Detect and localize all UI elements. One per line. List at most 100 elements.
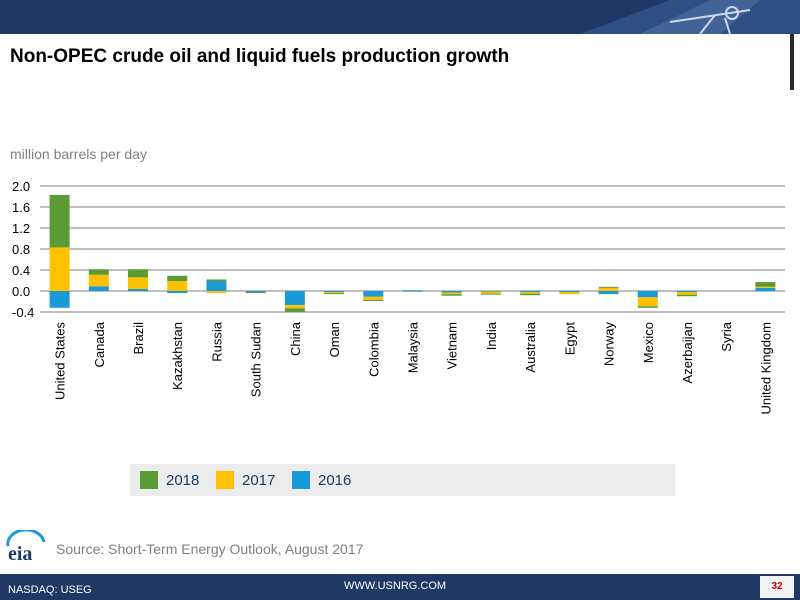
bar-2016 <box>49 291 70 308</box>
x-axis-ticks: United States Canada Brazil Kazakhstan Russi… <box>53 321 774 414</box>
source-note: Source: Short-Term Energy Outlook, Augus… <box>56 541 364 557</box>
bar-2017 <box>324 292 345 294</box>
bar-2017 <box>520 292 541 294</box>
bar-2016 <box>128 288 149 291</box>
bar-2016 <box>363 291 384 297</box>
x-tick-label: Australia <box>523 321 538 372</box>
x-tick-label: India <box>484 321 499 350</box>
x-tick-label: Vietnam <box>445 322 460 369</box>
bar-2016 <box>324 291 345 293</box>
bar-2017 <box>755 286 776 288</box>
x-tick-label: Russia <box>209 321 224 362</box>
bar-2018 <box>49 194 70 248</box>
bar-2016 <box>284 291 305 306</box>
x-tick-label: Kazakhstan <box>170 322 185 390</box>
legend-label-2017: 2017 <box>242 471 276 489</box>
bar-2016 <box>559 291 580 293</box>
x-tick-label: Egypt <box>562 322 577 356</box>
header-band <box>0 0 800 34</box>
x-tick-label: Mexico <box>641 322 656 363</box>
bar-2016 <box>520 291 541 293</box>
x-tick-label: Colombia <box>366 321 381 377</box>
y-axis-label: million barrels per day <box>10 146 147 162</box>
accent-rule <box>790 34 794 90</box>
bar-2016 <box>441 291 462 293</box>
oil-derrick-banner-graphic <box>580 0 800 34</box>
bar-2016 <box>676 291 697 293</box>
bar-2016 <box>480 291 501 292</box>
x-tick-label: South Sudan <box>249 322 264 397</box>
page-number: 32 <box>760 576 794 598</box>
y-tick-label: 0.0 <box>12 284 30 299</box>
legend-label-2016: 2016 <box>318 471 352 489</box>
legend-label-2018: 2018 <box>166 471 200 489</box>
bar-2017 <box>363 296 384 300</box>
production-growth-chart: million barrels per day 2.0 1.6 1.2 0.8 0.4 0… <box>10 146 785 415</box>
bar-2017 <box>637 297 658 307</box>
bar-2017 <box>284 305 305 309</box>
footer-website[interactable]: WWW.USNRG.COM <box>344 580 447 592</box>
x-tick-label: Oman <box>327 322 342 357</box>
bar-2018 <box>206 279 227 282</box>
bar-2017 <box>598 287 619 291</box>
legend-swatch-2018 <box>140 471 158 489</box>
bar-2016 <box>245 291 266 293</box>
y-tick-label: 2.0 <box>12 179 30 194</box>
legend-item-2017: 2017 <box>216 471 275 489</box>
bar-2017 <box>441 292 462 295</box>
bar-2016 <box>167 291 188 294</box>
x-tick-label: Syria <box>719 321 734 351</box>
eia-logo-text: eia <box>8 543 32 564</box>
bar-2018 <box>676 294 697 297</box>
bar-2018 <box>480 293 501 295</box>
gridlines <box>40 185 785 313</box>
page-title: Non-OPEC crude oil and liquid fuels prod… <box>10 46 510 67</box>
x-tick-label: Azerbaijan <box>680 322 695 383</box>
bar-2018 <box>363 299 384 301</box>
bar-2016 <box>206 281 227 291</box>
bar-2018 <box>598 286 619 288</box>
x-tick-label: Malaysia <box>406 321 421 373</box>
bar-2017 <box>559 292 580 295</box>
x-tick-label: United States <box>53 322 68 401</box>
y-tick-label: 0.4 <box>12 263 30 278</box>
bar-2018 <box>284 308 305 312</box>
x-tick-label: China <box>288 321 303 356</box>
bar-2018 <box>245 292 266 294</box>
bar-2016 <box>598 291 619 295</box>
bar-2016 <box>402 290 423 292</box>
legend-swatch-2017 <box>216 471 234 489</box>
bar-2017 <box>676 292 697 295</box>
footer-bar: NASDAQ: USEG WWW.USNRG.COM 32 <box>0 574 800 600</box>
bar-2018 <box>637 306 658 308</box>
bar-2016 <box>755 287 776 291</box>
bar-2016 <box>88 286 109 291</box>
x-tick-label: Norway <box>602 322 617 367</box>
y-tick-label: 1.6 <box>12 200 30 215</box>
legend-swatch-2016 <box>292 471 310 489</box>
bar-2018 <box>128 269 149 278</box>
bar-2018 <box>520 293 541 296</box>
bar-2016 <box>637 291 658 298</box>
bar-series <box>49 194 776 312</box>
footer-ticker: NASDAQ: USEG <box>8 584 92 596</box>
bar-2018 <box>441 294 462 296</box>
bar-2018 <box>167 275 188 282</box>
eia-logo: eia <box>6 530 46 564</box>
bar-2017 <box>480 291 501 294</box>
legend-item-2016: 2016 <box>292 471 351 489</box>
x-tick-label: Brazil <box>131 322 146 355</box>
bar-2017 <box>167 281 188 291</box>
y-tick-label: -0.4 <box>12 305 34 320</box>
x-tick-label: United Kingdom <box>758 322 773 415</box>
bar-2017 <box>88 274 109 287</box>
bar-2017 <box>206 291 227 294</box>
x-tick-label: Canada <box>92 321 107 367</box>
legend-item-2018: 2018 <box>140 471 199 489</box>
bar-2017 <box>128 277 149 289</box>
y-axis-ticks: 2.0 1.6 1.2 0.8 0.4 0.0 -0.4 <box>12 179 34 320</box>
bar-2018 <box>88 269 109 275</box>
y-tick-label: 1.2 <box>12 221 30 236</box>
bar-2017 <box>49 247 70 291</box>
bar-2018 <box>324 293 345 295</box>
